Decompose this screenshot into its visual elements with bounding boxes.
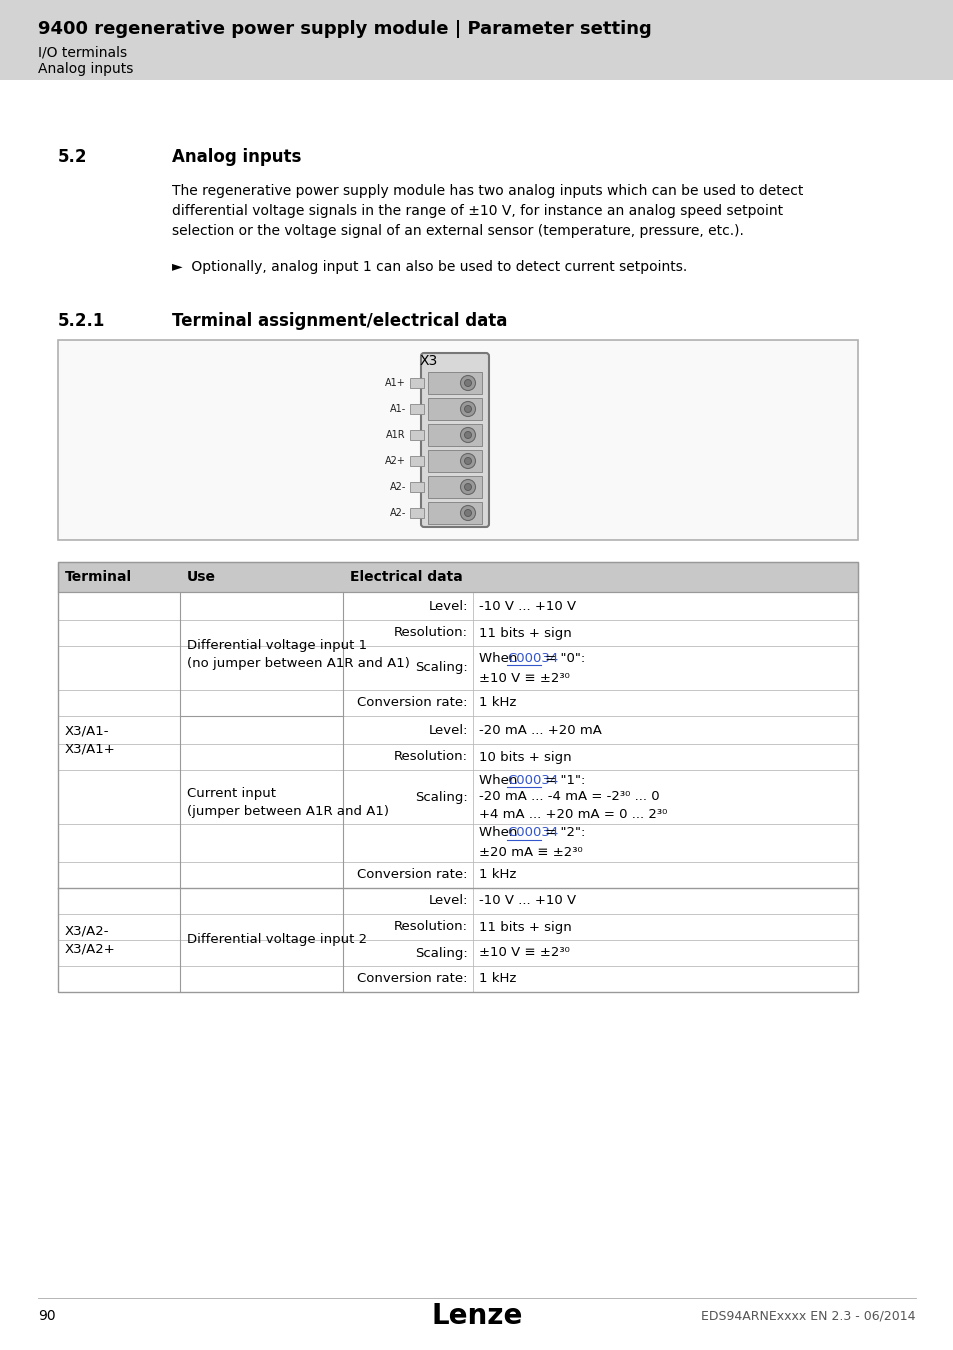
Text: 1 kHz: 1 kHz bbox=[478, 697, 516, 710]
Text: X3/A2-: X3/A2- bbox=[65, 925, 110, 937]
Text: When: When bbox=[478, 774, 521, 787]
Text: -20 mA ... +20 mA: -20 mA ... +20 mA bbox=[478, 724, 601, 737]
FancyBboxPatch shape bbox=[58, 340, 857, 540]
Circle shape bbox=[464, 432, 471, 439]
Text: A2-: A2- bbox=[389, 508, 406, 518]
Text: +4 mA ... +20 mA = 0 ... 2³⁰: +4 mA ... +20 mA = 0 ... 2³⁰ bbox=[478, 807, 667, 821]
Text: 10 bits + sign: 10 bits + sign bbox=[478, 751, 571, 764]
Text: = "2":: = "2": bbox=[540, 826, 584, 840]
Text: Use: Use bbox=[187, 570, 215, 585]
Text: EDS94ARNExxxx EN 2.3 - 06/2014: EDS94ARNExxxx EN 2.3 - 06/2014 bbox=[700, 1310, 915, 1323]
Text: Current input: Current input bbox=[187, 787, 275, 799]
Text: Terminal: Terminal bbox=[65, 570, 132, 585]
Text: (no jumper between A1R and A1): (no jumper between A1R and A1) bbox=[187, 656, 410, 670]
Text: Differential voltage input 1: Differential voltage input 1 bbox=[187, 639, 367, 652]
Text: 1 kHz: 1 kHz bbox=[478, 868, 516, 882]
Text: ±20 mA ≡ ±2³⁰: ±20 mA ≡ ±2³⁰ bbox=[478, 846, 582, 860]
Text: Analog inputs: Analog inputs bbox=[38, 62, 133, 76]
Text: A1R: A1R bbox=[386, 431, 406, 440]
FancyBboxPatch shape bbox=[410, 431, 423, 440]
Text: ±10 V ≡ ±2³⁰: ±10 V ≡ ±2³⁰ bbox=[478, 946, 569, 960]
Text: A2+: A2+ bbox=[385, 456, 406, 466]
FancyBboxPatch shape bbox=[428, 398, 481, 420]
Text: = "0":: = "0": bbox=[540, 652, 584, 664]
FancyBboxPatch shape bbox=[428, 450, 481, 472]
Text: When: When bbox=[478, 652, 521, 664]
Circle shape bbox=[460, 479, 475, 494]
Text: A2-: A2- bbox=[389, 482, 406, 491]
Text: 11 bits + sign: 11 bits + sign bbox=[478, 626, 571, 640]
Text: Level:: Level: bbox=[428, 599, 468, 613]
Text: ►  Optionally, analog input 1 can also be used to detect current setpoints.: ► Optionally, analog input 1 can also be… bbox=[172, 261, 686, 274]
Text: Analog inputs: Analog inputs bbox=[172, 148, 301, 166]
Text: 9400 regenerative power supply module | Parameter setting: 9400 regenerative power supply module | … bbox=[38, 20, 651, 38]
Text: 90: 90 bbox=[38, 1310, 55, 1323]
Text: X3/A2+: X3/A2+ bbox=[65, 942, 115, 956]
Text: -10 V ... +10 V: -10 V ... +10 V bbox=[478, 895, 576, 907]
Text: C00034: C00034 bbox=[506, 774, 558, 787]
Text: The regenerative power supply module has two analog inputs which can be used to : The regenerative power supply module has… bbox=[172, 184, 802, 198]
Text: Scaling:: Scaling: bbox=[415, 662, 468, 675]
Text: A1+: A1+ bbox=[385, 378, 406, 387]
FancyBboxPatch shape bbox=[420, 352, 489, 526]
Text: Scaling:: Scaling: bbox=[415, 946, 468, 960]
Text: Resolution:: Resolution: bbox=[394, 921, 468, 933]
Text: -10 V ... +10 V: -10 V ... +10 V bbox=[478, 599, 576, 613]
Text: I/O terminals: I/O terminals bbox=[38, 46, 127, 59]
Text: C00034: C00034 bbox=[506, 652, 558, 664]
Text: selection or the voltage signal of an external sensor (temperature, pressure, et: selection or the voltage signal of an ex… bbox=[172, 224, 743, 238]
Text: 11 bits + sign: 11 bits + sign bbox=[478, 921, 571, 933]
Text: ±10 V ≡ ±2³⁰: ±10 V ≡ ±2³⁰ bbox=[478, 671, 569, 684]
FancyBboxPatch shape bbox=[428, 373, 481, 394]
Circle shape bbox=[460, 375, 475, 390]
FancyBboxPatch shape bbox=[410, 508, 423, 518]
FancyBboxPatch shape bbox=[410, 456, 423, 466]
Circle shape bbox=[460, 505, 475, 521]
Text: Terminal assignment/electrical data: Terminal assignment/electrical data bbox=[172, 312, 507, 329]
FancyBboxPatch shape bbox=[0, 0, 953, 80]
Circle shape bbox=[460, 401, 475, 417]
Circle shape bbox=[464, 405, 471, 413]
Text: 5.2.1: 5.2.1 bbox=[58, 312, 105, 329]
Circle shape bbox=[464, 509, 471, 517]
Text: 5.2: 5.2 bbox=[58, 148, 88, 166]
Text: Scaling:: Scaling: bbox=[415, 791, 468, 803]
Circle shape bbox=[464, 379, 471, 386]
Text: = "1":: = "1": bbox=[540, 774, 584, 787]
Circle shape bbox=[460, 428, 475, 443]
Circle shape bbox=[464, 458, 471, 464]
FancyBboxPatch shape bbox=[410, 378, 423, 387]
Text: Level:: Level: bbox=[428, 724, 468, 737]
Text: X3: X3 bbox=[419, 354, 437, 369]
Text: (jumper between A1R and A1): (jumper between A1R and A1) bbox=[187, 805, 389, 818]
FancyBboxPatch shape bbox=[428, 502, 481, 524]
Text: Level:: Level: bbox=[428, 895, 468, 907]
Text: X3/A1+: X3/A1+ bbox=[65, 743, 115, 756]
Text: C00034: C00034 bbox=[506, 826, 558, 840]
Text: Conversion rate:: Conversion rate: bbox=[357, 972, 468, 986]
Text: Differential voltage input 2: Differential voltage input 2 bbox=[187, 933, 367, 946]
FancyBboxPatch shape bbox=[410, 482, 423, 491]
Text: Conversion rate:: Conversion rate: bbox=[357, 868, 468, 882]
Text: Conversion rate:: Conversion rate: bbox=[357, 697, 468, 710]
FancyBboxPatch shape bbox=[58, 562, 857, 593]
Text: Resolution:: Resolution: bbox=[394, 626, 468, 640]
Text: Electrical data: Electrical data bbox=[350, 570, 462, 585]
Circle shape bbox=[460, 454, 475, 468]
FancyBboxPatch shape bbox=[58, 593, 857, 992]
Text: Resolution:: Resolution: bbox=[394, 751, 468, 764]
Circle shape bbox=[464, 483, 471, 490]
Text: A1-: A1- bbox=[390, 404, 406, 414]
Text: X3/A1-: X3/A1- bbox=[65, 725, 110, 737]
FancyBboxPatch shape bbox=[410, 404, 423, 414]
Text: When: When bbox=[478, 826, 521, 840]
Text: Lenze: Lenze bbox=[431, 1301, 522, 1330]
Text: differential voltage signals in the range of ±10 V, for instance an analog speed: differential voltage signals in the rang… bbox=[172, 204, 782, 217]
Text: -20 mA ... -4 mA = -2³⁰ ... 0: -20 mA ... -4 mA = -2³⁰ ... 0 bbox=[478, 791, 659, 803]
FancyBboxPatch shape bbox=[428, 424, 481, 446]
FancyBboxPatch shape bbox=[428, 477, 481, 498]
Text: 1 kHz: 1 kHz bbox=[478, 972, 516, 986]
